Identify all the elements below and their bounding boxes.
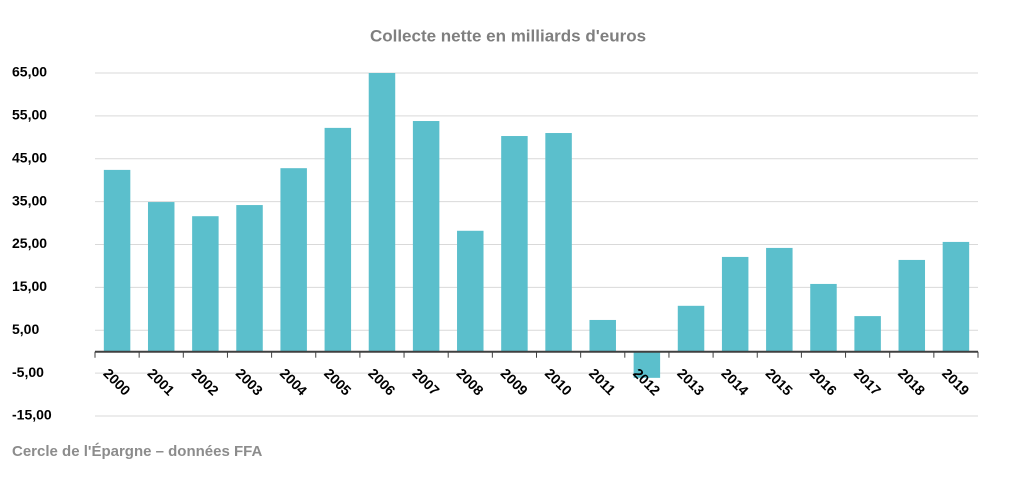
x-tick-label: 2009 <box>498 365 531 398</box>
y-tick-label: -5,00 <box>12 364 44 380</box>
x-tick-label: 2019 <box>939 365 972 398</box>
x-tick-label: 2016 <box>807 365 840 398</box>
x-tick-label: 2011 <box>586 365 619 398</box>
bar <box>545 133 572 352</box>
bar <box>192 216 219 352</box>
bar <box>236 205 263 352</box>
x-tick-label: 2002 <box>189 365 222 398</box>
bar <box>103 169 131 352</box>
x-tick-label: 2013 <box>674 365 707 398</box>
x-tick-label: 2018 <box>895 365 928 398</box>
bar <box>766 247 793 352</box>
y-tick-label: 65,00 <box>12 64 47 80</box>
x-tick-label: 2008 <box>454 365 487 398</box>
bar <box>501 136 528 352</box>
bar <box>942 241 970 352</box>
y-tick-label: 35,00 <box>12 192 47 208</box>
source-note: Cercle de l'Épargne – données FFA <box>12 443 262 460</box>
x-tick-label: 2010 <box>542 365 575 398</box>
x-tick-label: 2007 <box>409 365 442 398</box>
bar <box>721 256 749 352</box>
y-tick-label: 25,00 <box>12 235 47 251</box>
bar <box>677 305 705 352</box>
y-tick-label: 5,00 <box>12 321 39 337</box>
bar <box>280 168 307 352</box>
x-tick-label: 2001 <box>144 365 177 398</box>
bar <box>368 73 396 352</box>
x-tick-label: 2015 <box>763 365 796 398</box>
x-tick-label: 2004 <box>277 365 310 398</box>
bar <box>898 259 926 352</box>
x-tick-label: 2006 <box>365 365 398 398</box>
y-tick-label: 55,00 <box>12 107 47 123</box>
bar <box>633 351 661 378</box>
bar <box>412 121 440 352</box>
x-tick-label: 2017 <box>851 365 884 398</box>
y-tick-label: 15,00 <box>12 278 47 294</box>
chart-title: Collecte nette en milliards d'euros <box>370 26 646 45</box>
bar <box>589 319 616 352</box>
bar <box>147 202 175 352</box>
y-tick-label: -15,00 <box>12 407 52 423</box>
bar <box>854 316 881 352</box>
y-tick-label: 45,00 <box>12 149 47 165</box>
bar <box>810 283 837 352</box>
bar <box>324 127 352 352</box>
x-tick-label: 2003 <box>233 365 266 398</box>
bar <box>457 230 484 352</box>
x-tick-label: 2014 <box>718 365 751 398</box>
x-tick-label: 2005 <box>321 365 354 398</box>
x-tick-label: 2000 <box>100 365 133 398</box>
